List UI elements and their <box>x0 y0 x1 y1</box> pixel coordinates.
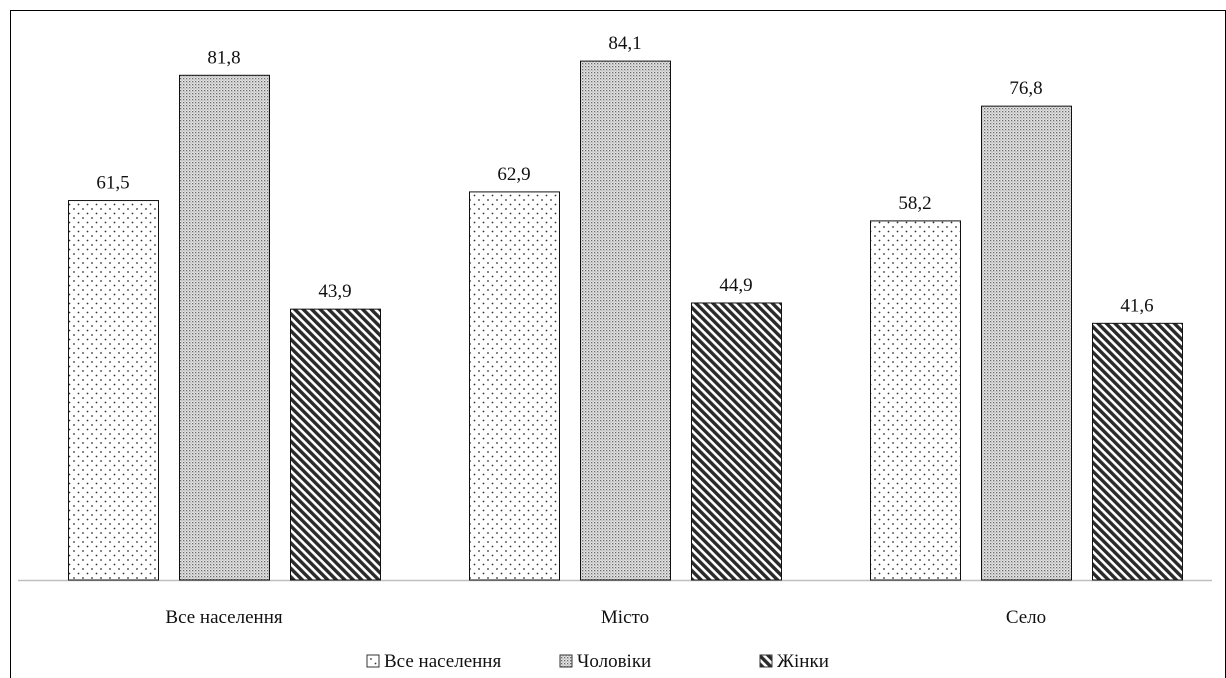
value-label: 41,6 <box>1120 295 1153 316</box>
legend-label: Жінки <box>777 651 829 672</box>
value-label: 43,9 <box>318 281 351 302</box>
value-label: 84,1 <box>608 33 641 54</box>
legend: Все населення Чоловіки Жінки <box>366 651 829 672</box>
bar-жінки-все-населення <box>290 308 381 581</box>
legend-swatch <box>759 654 773 668</box>
bar-чоловіки-все-населення <box>179 74 270 581</box>
value-label: 58,2 <box>898 193 931 214</box>
category-labels-layer: Все населення Місто Село <box>165 607 1046 628</box>
value-label: 76,8 <box>1009 78 1042 99</box>
category-label: Село <box>1006 607 1046 628</box>
bar-жінки-місто <box>691 302 782 581</box>
bars-layer <box>68 60 1183 581</box>
category-label: Місто <box>601 607 649 628</box>
legend-label: Чоловіки <box>577 651 651 672</box>
legend-swatch <box>366 654 380 668</box>
bar-все-населення-село <box>870 220 961 581</box>
legend-item-все-населення: Все населення <box>366 651 501 672</box>
legend-item-жінки: Жінки <box>759 651 829 672</box>
legend-swatch <box>559 654 573 668</box>
value-label: 81,8 <box>207 47 240 68</box>
legend-label: Все населення <box>384 651 501 672</box>
value-label: 62,9 <box>497 164 530 185</box>
category-label: Все населення <box>165 607 282 628</box>
bar-чоловіки-село <box>981 105 1072 581</box>
value-label: 61,5 <box>96 173 129 194</box>
bar-все-населення-все-населення <box>68 200 159 581</box>
bar-жінки-село <box>1092 322 1183 581</box>
legend-item-чоловіки: Чоловіки <box>559 651 651 672</box>
bar-все-населення-місто <box>469 191 560 581</box>
value-labels-layer: 61,5 81,8 43,9 62,9 84,1 44,9 58,2 76,8 41,6 <box>96 33 1153 316</box>
bar-чоловіки-місто <box>580 60 671 581</box>
value-label: 44,9 <box>719 275 752 296</box>
